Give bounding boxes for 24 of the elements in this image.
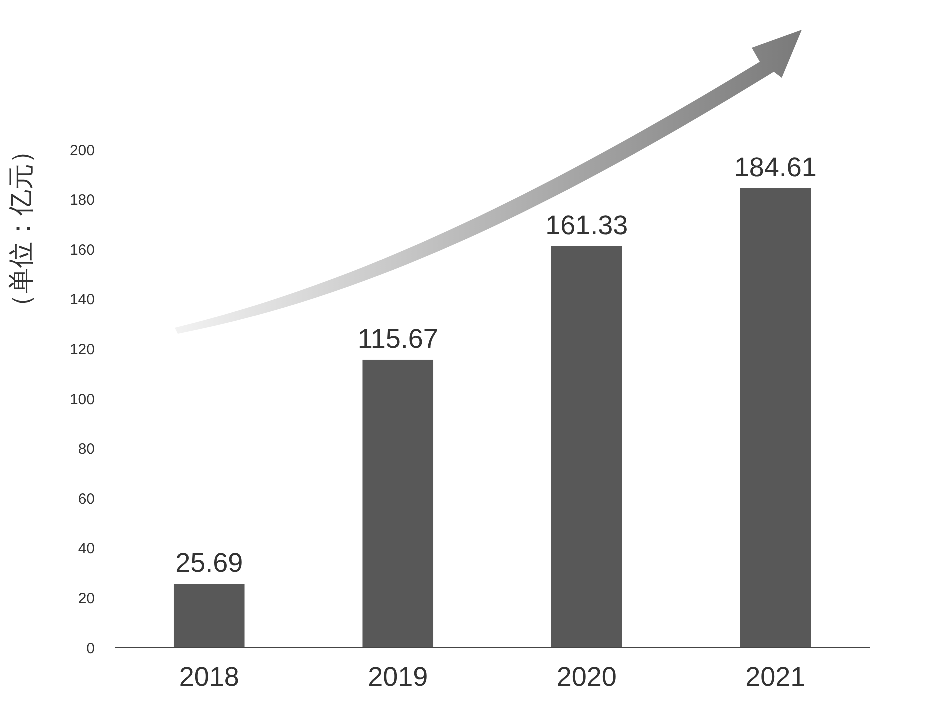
y-tick-label: 180 — [70, 192, 95, 210]
y-tick-label: 200 — [70, 142, 95, 160]
data-label: 184.61 — [734, 152, 817, 182]
bar — [551, 246, 622, 648]
y-tick-label: 60 — [78, 490, 95, 508]
y-tick-label: 120 — [70, 341, 95, 358]
x-tick-label: 2020 — [556, 662, 617, 692]
data-label: 161.33 — [546, 210, 628, 240]
y-tick-label: 160 — [70, 242, 95, 259]
bar — [740, 188, 812, 648]
y-tick-label: 20 — [78, 590, 95, 608]
y-tick-label: 80 — [78, 441, 95, 458]
x-tick-label: 2018 — [179, 662, 240, 692]
x-tick-label: 2019 — [368, 662, 428, 692]
data-label: 115.67 — [358, 324, 438, 354]
y-tick-label: 0 — [86, 640, 95, 658]
x-tick-label: 2021 — [746, 662, 806, 692]
y-tick-label: 140 — [70, 292, 95, 309]
data-label: 25.69 — [176, 548, 244, 578]
y-axis-title: （单位：亿元） — [6, 138, 36, 320]
bar — [174, 584, 245, 648]
y-tick-label: 40 — [78, 540, 95, 558]
bar — [362, 360, 434, 648]
y-tick-label: 100 — [70, 391, 95, 408]
